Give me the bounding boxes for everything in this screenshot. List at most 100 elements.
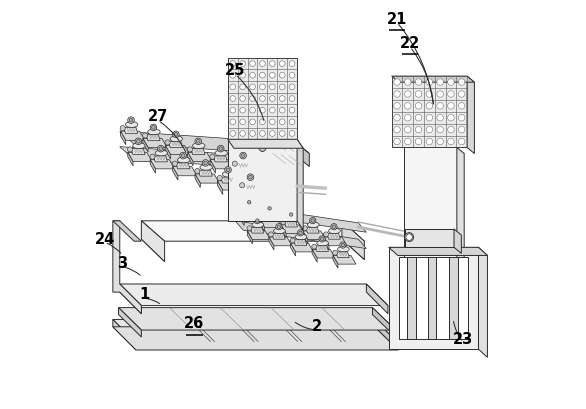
Polygon shape	[173, 166, 178, 180]
Polygon shape	[260, 219, 264, 231]
Circle shape	[260, 107, 265, 113]
Ellipse shape	[338, 247, 349, 252]
Circle shape	[276, 224, 282, 230]
Circle shape	[448, 126, 454, 133]
Circle shape	[250, 96, 255, 101]
Circle shape	[135, 138, 142, 145]
Polygon shape	[120, 131, 145, 140]
Ellipse shape	[125, 121, 138, 128]
Polygon shape	[260, 219, 282, 227]
Bar	[428, 258, 437, 339]
Polygon shape	[324, 237, 347, 246]
Polygon shape	[113, 319, 398, 343]
Circle shape	[260, 96, 265, 101]
Polygon shape	[221, 177, 234, 183]
Ellipse shape	[274, 228, 285, 234]
Polygon shape	[478, 247, 488, 357]
Circle shape	[394, 91, 400, 97]
Circle shape	[230, 61, 236, 66]
Circle shape	[217, 145, 224, 152]
Polygon shape	[141, 221, 165, 262]
Circle shape	[174, 133, 178, 136]
Circle shape	[158, 145, 164, 152]
Ellipse shape	[264, 210, 276, 215]
Circle shape	[280, 119, 285, 125]
Bar	[228, 139, 297, 221]
Circle shape	[142, 133, 148, 138]
Polygon shape	[264, 139, 278, 164]
Polygon shape	[342, 221, 364, 260]
Circle shape	[404, 79, 411, 85]
Circle shape	[311, 219, 315, 222]
Circle shape	[210, 154, 215, 159]
Circle shape	[270, 84, 275, 90]
Polygon shape	[281, 225, 286, 238]
Circle shape	[172, 161, 178, 166]
Polygon shape	[312, 249, 317, 262]
Circle shape	[159, 147, 162, 151]
Circle shape	[230, 130, 236, 136]
Polygon shape	[120, 146, 279, 169]
Circle shape	[458, 115, 465, 121]
Polygon shape	[247, 231, 253, 244]
Polygon shape	[195, 174, 219, 183]
Polygon shape	[154, 156, 168, 162]
Circle shape	[415, 103, 422, 109]
Ellipse shape	[178, 157, 190, 163]
Circle shape	[394, 126, 400, 133]
Ellipse shape	[258, 139, 267, 151]
Circle shape	[458, 91, 465, 97]
Polygon shape	[240, 188, 264, 198]
Polygon shape	[457, 147, 464, 308]
Circle shape	[270, 72, 275, 78]
Ellipse shape	[329, 228, 340, 234]
Polygon shape	[199, 170, 212, 176]
Circle shape	[230, 84, 236, 90]
Polygon shape	[233, 166, 238, 180]
Circle shape	[230, 107, 236, 113]
Polygon shape	[281, 225, 304, 234]
Text: 22: 22	[400, 36, 420, 51]
Polygon shape	[239, 213, 244, 225]
Circle shape	[415, 138, 422, 145]
Bar	[391, 76, 467, 147]
Polygon shape	[150, 160, 175, 169]
Polygon shape	[228, 139, 303, 148]
Polygon shape	[141, 221, 364, 241]
Polygon shape	[210, 160, 234, 169]
Circle shape	[259, 213, 264, 218]
Circle shape	[458, 126, 465, 133]
Circle shape	[188, 147, 193, 152]
Polygon shape	[233, 166, 257, 176]
Polygon shape	[263, 215, 276, 221]
Circle shape	[260, 119, 265, 125]
Circle shape	[404, 138, 411, 145]
Circle shape	[280, 84, 285, 90]
Circle shape	[406, 234, 413, 240]
Polygon shape	[297, 139, 303, 230]
Circle shape	[289, 107, 295, 113]
Circle shape	[195, 138, 202, 145]
Circle shape	[250, 84, 255, 90]
Circle shape	[270, 61, 275, 66]
Polygon shape	[128, 152, 152, 162]
Circle shape	[323, 232, 329, 237]
Ellipse shape	[295, 234, 307, 240]
Circle shape	[219, 147, 223, 151]
Polygon shape	[118, 308, 141, 337]
Circle shape	[341, 243, 345, 247]
Circle shape	[224, 166, 231, 173]
Circle shape	[426, 103, 432, 109]
Circle shape	[270, 119, 275, 125]
Polygon shape	[391, 76, 475, 82]
Circle shape	[288, 211, 294, 218]
Text: 3: 3	[118, 256, 128, 271]
Circle shape	[394, 79, 400, 85]
Polygon shape	[327, 234, 340, 239]
Polygon shape	[251, 227, 264, 233]
Polygon shape	[284, 221, 298, 227]
Ellipse shape	[222, 171, 235, 177]
Circle shape	[250, 119, 255, 125]
Circle shape	[448, 91, 454, 97]
Circle shape	[180, 152, 186, 159]
